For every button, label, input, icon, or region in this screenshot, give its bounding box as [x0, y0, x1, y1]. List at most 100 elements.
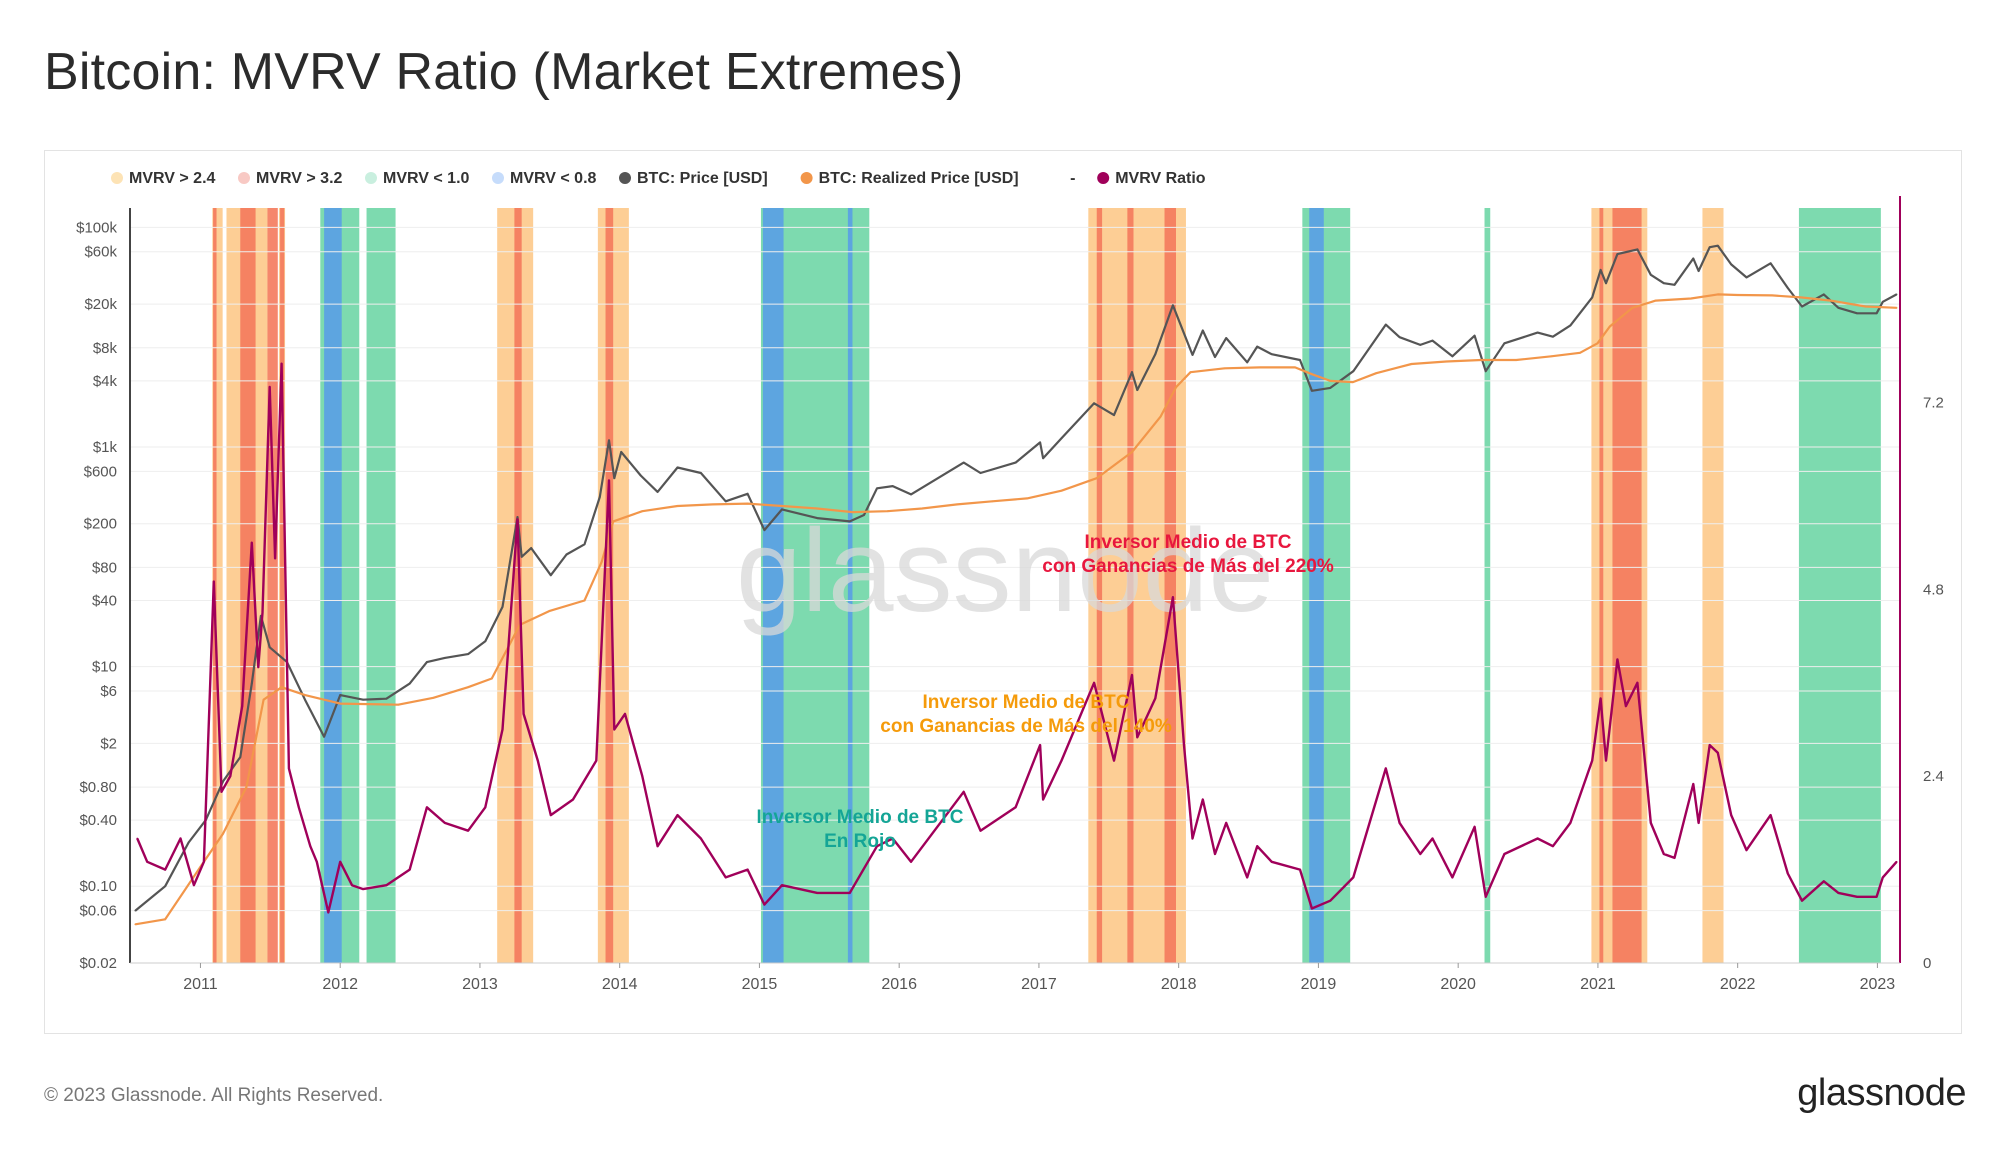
- band-1-8: [1164, 208, 1176, 963]
- series-2-point-90: [1605, 759, 1607, 762]
- series-2-point-47: [781, 884, 783, 887]
- y-right-tick-2: 2.4: [1923, 768, 1944, 785]
- series-2-point-70: [1246, 876, 1249, 879]
- series-2-point-92: [1624, 705, 1627, 708]
- annotation-2-line-0: Inversor Medio de BTC: [757, 807, 964, 828]
- series-0-point-1: [164, 885, 167, 888]
- legend-item-7: MVRV Ratio: [1097, 170, 1206, 187]
- series-1-point-18: [641, 510, 644, 513]
- series-1-point-29: [1026, 497, 1028, 500]
- glassnode-logo[interactable]: glassnode: [1797, 1072, 1966, 1114]
- series-2-point-43: [699, 837, 702, 840]
- series-2-point-40: [641, 775, 644, 778]
- series-2-point-38: [613, 728, 616, 731]
- series-0-point-22: [520, 555, 523, 558]
- legend-label: MVRV > 3.2: [256, 170, 343, 187]
- legend-label: MVRV > 2.4: [129, 170, 216, 187]
- series-2-point-72: [1270, 860, 1273, 863]
- series-0-point-0: [134, 909, 137, 912]
- y-right-tick-0: 7.2: [1923, 395, 1944, 412]
- grid: [130, 226, 1900, 964]
- x-tick-9: 2020: [1440, 976, 1476, 993]
- series-1-point-17: [612, 520, 615, 523]
- x-tick-6: 2017: [1021, 976, 1057, 993]
- series-0-point-37: [763, 529, 766, 531]
- legend-label: BTC: Realized Price [USD]: [819, 170, 1019, 187]
- series-0-point-91: [1730, 263, 1733, 266]
- series-2-point-22: [351, 884, 353, 887]
- legend-label: MVRV < 1.0: [383, 170, 470, 187]
- series-2-point-67: [1201, 798, 1204, 801]
- series-0-point-95: [1801, 305, 1803, 308]
- series-1-point-44: [1445, 360, 1448, 363]
- series-2-point-12: [261, 611, 264, 614]
- series-line-0: [134, 244, 1898, 912]
- legend-label: MVRV Ratio: [1115, 170, 1206, 187]
- x-tick-12: 2023: [1860, 976, 1896, 993]
- series-0-point-42: [876, 487, 878, 490]
- series-1-point-26: [921, 507, 923, 510]
- legend-swatch: [111, 172, 123, 184]
- series-2-point-80: [1431, 837, 1434, 840]
- series-0-point-39: [816, 517, 819, 520]
- y-left-tick-9: $40: [92, 592, 117, 609]
- series-2-point-74: [1311, 907, 1313, 910]
- series-1-point-58: [1829, 299, 1832, 302]
- series-0-point-21: [516, 516, 519, 518]
- series-2-point-53: [962, 790, 965, 793]
- legend-item-5: BTC: Realized Price [USD]: [800, 170, 1019, 187]
- series-2-point-96: [1673, 857, 1676, 859]
- legend-swatch: [492, 172, 504, 184]
- mvrv-bands: [212, 208, 1881, 963]
- series-2-point-109: [1875, 895, 1878, 898]
- series-1-point-54: [1716, 293, 1719, 296]
- series-1-point-20: [711, 503, 714, 506]
- series-2-point-98: [1697, 821, 1700, 824]
- series-0-point-19: [484, 640, 487, 643]
- series-0-point-23: [530, 547, 533, 549]
- series-2-point-28: [467, 829, 470, 832]
- series-0-point-8: [268, 646, 271, 649]
- series-1-point-9: [397, 703, 400, 706]
- band-1-1: [240, 208, 256, 963]
- series-2-point-63: [1154, 697, 1157, 700]
- legend-swatch: [800, 172, 813, 184]
- series-2-point-102: [1745, 849, 1748, 852]
- series-2-point-108: [1856, 895, 1859, 898]
- series-2-point-66: [1191, 837, 1194, 840]
- series-1-point-19: [676, 505, 679, 507]
- series-2-point-31: [516, 518, 519, 521]
- series-1-point-24: [851, 511, 854, 514]
- annotation-1-line-0: Inversor Medio de BTC: [923, 692, 1130, 713]
- series-2-point-78: [1398, 821, 1401, 824]
- series-2-point-93: [1636, 681, 1639, 684]
- series-2-point-36: [595, 759, 598, 762]
- series-0-point-66: [1329, 387, 1332, 389]
- series-0-point-61: [1246, 361, 1249, 364]
- page-title: Bitcoin: MVRV Ratio (Market Extremes): [44, 43, 964, 101]
- series-2-point-4: [193, 884, 195, 887]
- series-0-point-33: [676, 466, 679, 469]
- y-right-tick-3: 0: [1923, 955, 1931, 972]
- series-2-point-76: [1352, 876, 1355, 879]
- series-1-point-3: [222, 832, 224, 835]
- series-1-point-14: [548, 610, 551, 613]
- series-0-point-64: [1299, 359, 1301, 361]
- series-1-point-47: [1550, 355, 1553, 358]
- series-2-point-24: [385, 884, 388, 887]
- legend-item-0: MVRV > 2.4: [111, 170, 216, 187]
- series-2-point-30: [501, 728, 504, 731]
- series-0-point-101: [1895, 293, 1898, 296]
- series-0-point-100: [1881, 300, 1884, 303]
- series-1-point-35: [1189, 371, 1192, 374]
- series-1-point-34: [1175, 386, 1177, 389]
- series-1-point-16: [600, 560, 603, 563]
- series-1-point-42: [1375, 372, 1378, 375]
- x-tick-7: 2018: [1161, 976, 1197, 993]
- series-2-point-27: [443, 821, 446, 824]
- series-0-point-85: [1662, 282, 1665, 285]
- series-1-point-46: [1515, 359, 1518, 361]
- legend-item-4: BTC: Price [USD]: [619, 170, 768, 187]
- series-0-point-34: [699, 472, 702, 474]
- series-2-point-15: [280, 362, 283, 365]
